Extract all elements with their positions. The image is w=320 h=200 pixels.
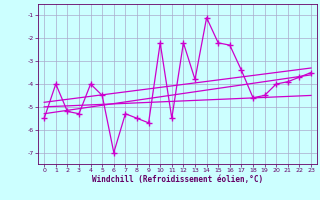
X-axis label: Windchill (Refroidissement éolien,°C): Windchill (Refroidissement éolien,°C) xyxy=(92,175,263,184)
